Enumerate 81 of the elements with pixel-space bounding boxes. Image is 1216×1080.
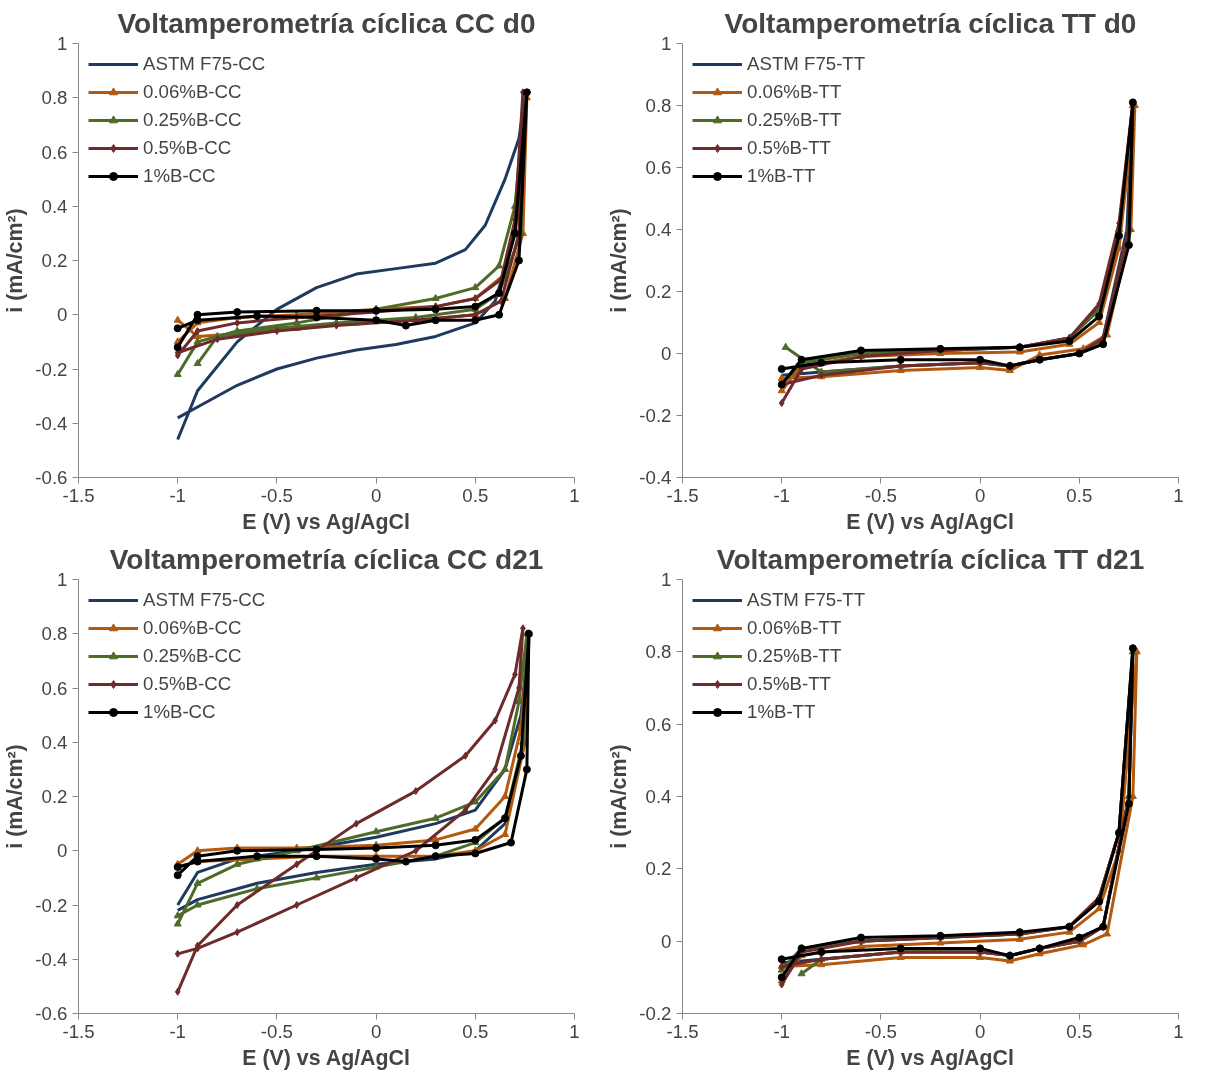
- x-tick-label: 0: [370, 484, 382, 506]
- x-tick-label: 1: [1173, 484, 1184, 506]
- y-tick-label: 0.2: [645, 281, 672, 302]
- y-tick-label: 0.8: [41, 87, 68, 109]
- x-tick-label: 1: [569, 484, 580, 506]
- legend-label: 0.06%B-CC: [143, 81, 242, 103]
- legend-label: 0.5%B-TT: [747, 673, 831, 695]
- legend-label: 1%B-TT: [747, 165, 816, 187]
- x-tick-label: -1: [773, 1020, 790, 1042]
- y-tick-label: 1: [57, 569, 68, 590]
- y-tick-label: 0.2: [645, 858, 672, 880]
- x-tick-label: 0.5: [462, 484, 489, 506]
- y-tick-label: 0.6: [645, 713, 672, 735]
- x-tick-label: -0.5: [864, 484, 897, 506]
- y-tick-label: 1: [661, 33, 672, 54]
- x-tick-label: 1: [1173, 1020, 1184, 1042]
- y-tick-label: 0: [661, 343, 672, 364]
- y-tick-label: 1: [661, 569, 672, 590]
- x-tick-label: -0.5: [260, 484, 293, 506]
- y-axis-title: i (mA/cm²): [607, 744, 632, 849]
- x-tick-label: -1: [169, 484, 186, 506]
- legend-label: 0.5%B-CC: [143, 137, 232, 159]
- x-tick-label: -1: [169, 1020, 186, 1042]
- y-tick-label: 0: [57, 304, 68, 326]
- x-tick-label: 0.5: [462, 1020, 489, 1042]
- y-tick-label: 0.6: [41, 677, 68, 699]
- y-tick-label: -0.2: [35, 358, 68, 380]
- y-tick-label: 0.4: [41, 731, 68, 753]
- legend-label: ASTM F75-TT: [747, 589, 866, 611]
- y-tick-label: -0.4: [35, 412, 68, 434]
- y-tick-label: -0.4: [35, 948, 68, 970]
- y-tick-label: -0.2: [35, 894, 68, 916]
- chart-title: Voltamperometría cíclica TT d21: [716, 543, 1145, 575]
- x-axis-title: E (V) vs Ag/AgCl: [846, 1045, 1014, 1070]
- y-tick-label: 0.4: [645, 786, 672, 807]
- x-axis-title: E (V) vs Ag/AgCl: [242, 509, 410, 534]
- x-axis-title: E (V) vs Ag/AgCl: [242, 1045, 410, 1070]
- y-tick-label: 0.2: [41, 786, 68, 807]
- legend-label: ASTM F75-CC: [143, 53, 266, 75]
- y-tick-label: 0.6: [645, 157, 672, 178]
- y-tick-label: 0.8: [41, 623, 68, 645]
- y-tick-label: -0.2: [639, 405, 672, 426]
- y-tick-label: 1: [57, 33, 68, 54]
- legend-label: 0.25%B-CC: [143, 109, 242, 131]
- x-tick-label: 1: [569, 1020, 580, 1042]
- chart-title: Voltamperometría cíclica CC d21: [109, 543, 544, 575]
- x-tick-label: 0.5: [1066, 1020, 1093, 1042]
- y-tick-label: 0.6: [41, 141, 68, 163]
- y-axis-title: i (mA/cm²): [607, 208, 632, 313]
- legend-label: 0.25%B-CC: [143, 645, 242, 667]
- x-tick-label: 0: [974, 484, 986, 506]
- y-tick-label: 0.8: [645, 95, 672, 116]
- legend-label: 0.25%B-TT: [747, 645, 842, 667]
- x-axis-title: E (V) vs Ag/AgCl: [846, 509, 1014, 534]
- legend-label: 0.06%B-CC: [143, 617, 242, 639]
- x-tick-label: -0.5: [260, 1020, 293, 1042]
- y-tick-label: 0.8: [645, 641, 672, 663]
- x-tick-label: 0.5: [1066, 484, 1093, 506]
- chart-title: Voltamperometría cíclica TT d0: [724, 7, 1137, 39]
- x-tick-label: 0: [974, 1020, 986, 1042]
- legend-label: 1%B-CC: [143, 701, 216, 723]
- legend-label: 0.06%B-TT: [747, 81, 842, 103]
- y-tick-label: 0: [57, 840, 68, 862]
- x-tick-label: -0.5: [864, 1020, 897, 1042]
- x-tick-label: -1: [773, 484, 790, 506]
- y-tick-label: 0: [661, 930, 672, 952]
- legend-label: ASTM F75-CC: [143, 589, 266, 611]
- y-tick-label: 0.2: [41, 250, 68, 271]
- x-tick-label: 0: [370, 1020, 382, 1042]
- y-tick-label: 0.4: [41, 195, 68, 217]
- y-tick-label: 0.4: [645, 219, 672, 240]
- legend-label: 1%B-CC: [143, 165, 216, 187]
- legend-label: 0.5%B-TT: [747, 137, 831, 159]
- chart-title: Voltamperometría cíclica CC d0: [117, 7, 536, 39]
- legend-label: ASTM F75-TT: [747, 53, 866, 75]
- legend-label: 0.5%B-CC: [143, 673, 232, 695]
- y-axis-title: i (mA/cm²): [3, 208, 28, 313]
- legend-label: 0.06%B-TT: [747, 617, 842, 639]
- legend-label: 0.25%B-TT: [747, 109, 842, 131]
- y-axis-title: i (mA/cm²): [3, 744, 28, 849]
- legend-label: 1%B-TT: [747, 701, 816, 723]
